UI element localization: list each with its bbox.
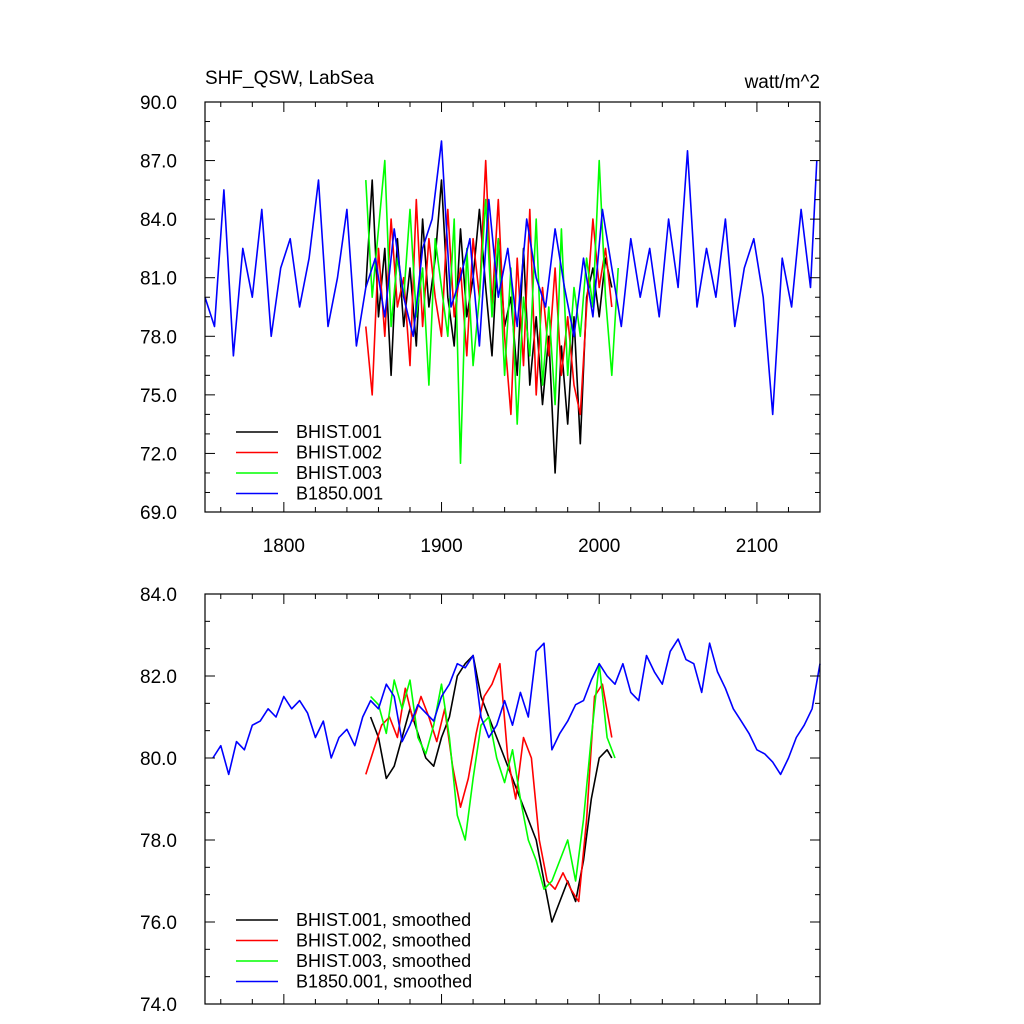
series-line-1-1 xyxy=(365,662,613,903)
legend-label-0-0: BHIST.001 xyxy=(296,422,382,442)
legend-label-0-2: BHIST.003 xyxy=(296,463,382,483)
top-panel: SHF_QSW, LabSea watt/m^2 1800 1900 2000 210… xyxy=(140,68,821,557)
y-tick-label-0-6: 87.0 xyxy=(140,152,177,173)
legend-label-0-3: B1850.001 xyxy=(296,484,383,504)
y-tick-label-0-3: 78.0 xyxy=(140,327,177,348)
x-tick-label-0-3: 2100 xyxy=(736,536,778,557)
x-tick-label-0-0: 1800 xyxy=(263,536,305,557)
series-line-1-3 xyxy=(212,638,821,776)
top-panel-units: watt/m^2 xyxy=(744,72,820,93)
series-line-0-1 xyxy=(365,159,613,416)
y-tick-label-0-4: 81.0 xyxy=(140,269,177,290)
x-tick-label-0-1: 1900 xyxy=(420,536,462,557)
y-tick-label-1-0: 74.0 xyxy=(140,995,177,1016)
legend-label-0-1: BHIST.002 xyxy=(296,443,382,463)
series-line-0-0 xyxy=(365,179,613,474)
series-line-0-2 xyxy=(365,159,619,465)
y-tick-label-1-3: 80.0 xyxy=(140,749,177,770)
y-tick-label-0-0: 69.0 xyxy=(140,503,177,524)
plot-frame-0 xyxy=(204,101,821,513)
y-tick-label-0-5: 84.0 xyxy=(140,210,177,231)
legend-label-1-2: BHIST.003, smoothed xyxy=(296,951,471,971)
legend-label-1-0: BHIST.001, smoothed xyxy=(296,910,471,930)
y-tick-label-1-1: 76.0 xyxy=(140,913,177,934)
plot-frame-1 xyxy=(204,593,821,1005)
y-tick-label-0-7: 90.0 xyxy=(140,93,177,114)
x-tick-label-0-2: 2000 xyxy=(578,536,620,557)
top-panel-title: SHF_QSW, LabSea xyxy=(205,68,374,89)
y-tick-label-0-2: 75.0 xyxy=(140,386,177,407)
y-tick-label-1-4: 82.0 xyxy=(140,667,177,688)
y-tick-label-1-2: 78.0 xyxy=(140,831,177,852)
series-line-0-3 xyxy=(204,140,818,416)
legend-label-1-3: B1850.001, smoothed xyxy=(296,972,472,992)
bottom-panel: 74.0 76.0 78.0 80.0 82.0 84.0 BHIST.001, smoot… xyxy=(140,585,821,1016)
series-line-1-2 xyxy=(370,662,616,891)
legend-label-1-1: BHIST.002, smoothed xyxy=(296,931,471,951)
y-tick-label-1-5: 84.0 xyxy=(140,585,177,606)
y-tick-label-0-1: 72.0 xyxy=(140,444,177,465)
